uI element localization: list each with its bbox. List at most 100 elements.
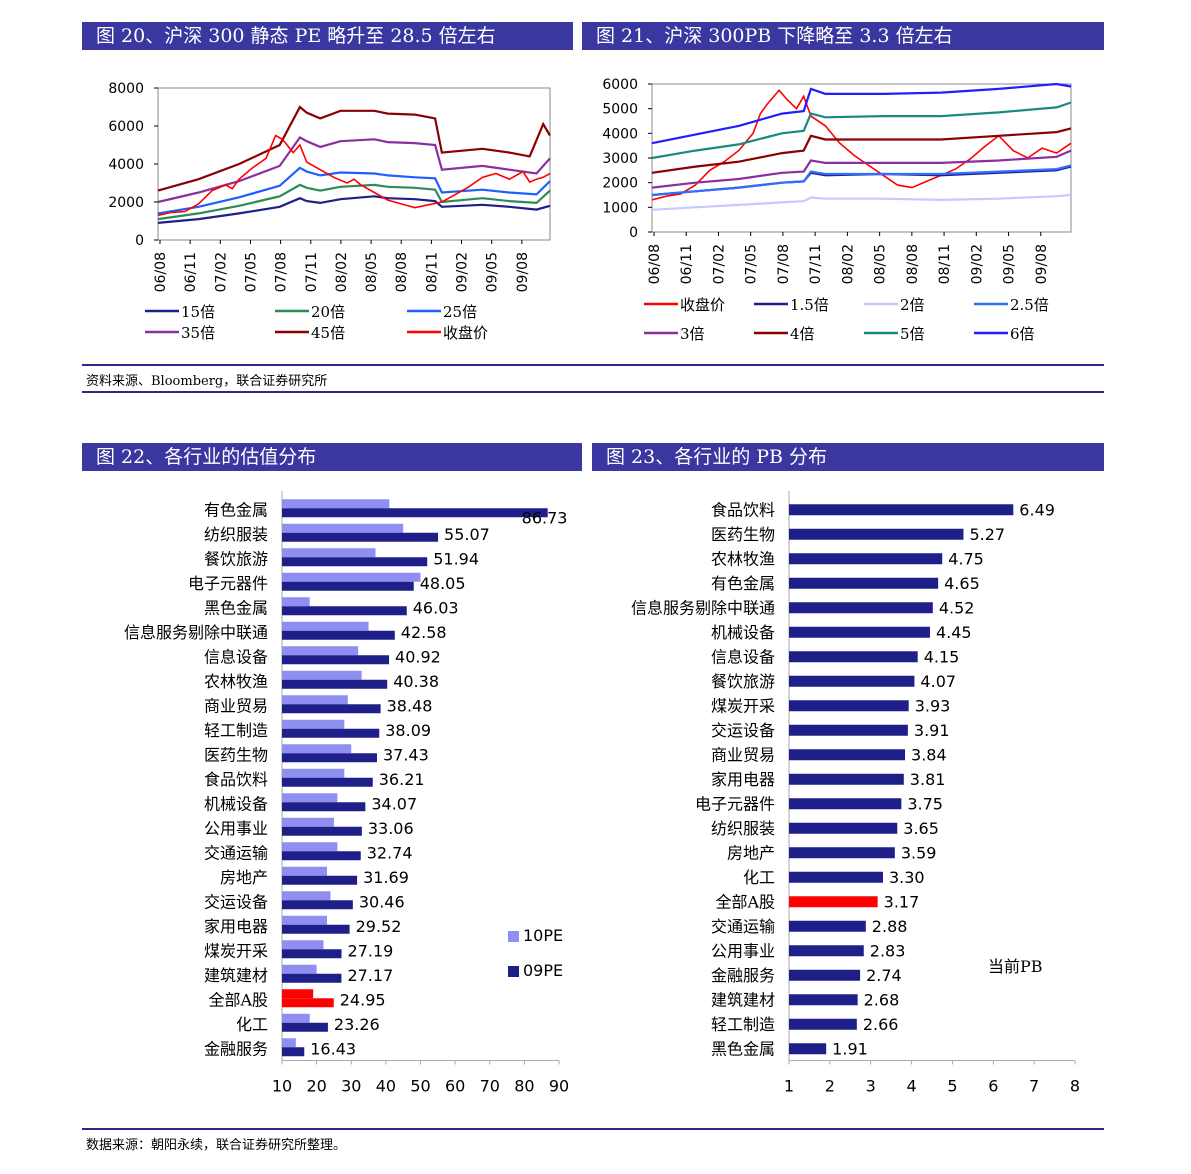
- fig20-xtick-label: 06/11: [183, 252, 199, 292]
- fig22-bar-09pe: [282, 630, 395, 640]
- fig22-bar-10pe: [282, 768, 345, 778]
- fig22-bar-09pe: [282, 949, 342, 959]
- divider-top-2: [82, 391, 1104, 393]
- fig21-xtick-label: 06/08: [647, 244, 663, 284]
- fig23-bar: [789, 724, 908, 736]
- fig23-bar: [789, 773, 904, 785]
- fig20-xtick-label: 08/08: [394, 252, 410, 292]
- fig21-xtick-label: 07/11: [808, 244, 824, 284]
- fig20-ytick-label: 2000: [108, 195, 144, 211]
- fig22-bar-10pe: [282, 719, 345, 729]
- fig20-series-line: [157, 135, 551, 204]
- fig23-category-label: 电子元器件: [695, 794, 775, 813]
- fig22-category-label: 公用事业: [204, 819, 268, 838]
- fig23-xtick-label: 2: [825, 1077, 835, 1096]
- fig20-series-line: [157, 166, 551, 215]
- fig22-bar-10pe: [282, 1013, 310, 1023]
- fig23-xtick-label: 7: [1029, 1077, 1039, 1096]
- fig22-bar-10pe: [282, 646, 359, 656]
- fig20-chart: 0 2000 4000 6000 8000 06/08 06/11 07/02 07/05 07/…: [108, 81, 551, 342]
- fig23-category-label: 纺织服装: [711, 819, 775, 838]
- source-note-1: 资料来源、Bloomberg，联合证券研究所: [86, 374, 328, 389]
- fig20-xtick-label: 09/02: [455, 252, 471, 292]
- fig20-header: 图 20、沪深 300 静态 PE 略升至 28.5 倍左右: [82, 22, 573, 50]
- fig22-category-label: 交运设备: [204, 892, 268, 911]
- fig22-chart: 10 20 30 40 50 60 70 80 90 有色金属 86.73 纺织服装 55.07 餐饮旅游…: [124, 491, 569, 1096]
- fig22-bar-10pe: [282, 572, 421, 582]
- fig20-series-line: [157, 183, 551, 221]
- fig22-bar-09pe: [282, 704, 381, 714]
- fig22-category-label: 家用电器: [204, 917, 268, 936]
- fig22-category-label: 商业贸易: [204, 696, 268, 715]
- fig22-category-label: 金融服务: [204, 1039, 268, 1058]
- fig22-bar-09pe: [282, 1047, 305, 1057]
- fig20-xtick-label: 08/02: [334, 252, 350, 292]
- fig22-bar-09pe: [282, 508, 548, 518]
- fig21-xtick-label: 08/11: [937, 244, 953, 284]
- fig22-category-label: 食品饮料: [204, 770, 268, 789]
- fig22-xtick-label: 90: [549, 1077, 569, 1096]
- fig20-ytick-label: 6000: [108, 119, 144, 135]
- fig23-value-label: 4.52: [939, 598, 975, 617]
- fig22-bar-09pe: [282, 606, 407, 616]
- fig23-value-label: 4.15: [924, 647, 960, 666]
- fig22-bar-10pe: [282, 597, 310, 607]
- fig21-series-line: [651, 88, 1072, 201]
- fig22-bar-10pe: [282, 1038, 296, 1048]
- fig23-bar: [789, 896, 878, 908]
- fig22-category-label: 全部A股: [208, 990, 268, 1009]
- fig21-xtick-label: 08/08: [905, 244, 921, 284]
- fig20-xtick-label: 08/05: [364, 252, 380, 292]
- fig22-value-label: 37.43: [383, 745, 429, 764]
- fig23-value-label: 3.59: [901, 843, 937, 862]
- fig22-bar-09pe: [282, 581, 414, 591]
- fig21-xtick-label: 09/05: [1002, 244, 1018, 284]
- fig23-category-label: 交通运输: [711, 917, 775, 936]
- fig22-value-label: 23.26: [334, 1015, 380, 1034]
- fig22-legend-swatch-10pe: [508, 931, 519, 942]
- fig22-value-label: 32.74: [367, 843, 413, 862]
- fig23-bar: [789, 945, 864, 957]
- fig21-series-line: [651, 82, 1072, 145]
- fig22-xtick-label: 70: [480, 1077, 500, 1096]
- fig21-chart: 0 1000 2000 3000 4000 5000 6000 06/08 06/11 07/02…: [602, 77, 1072, 343]
- fig23-bar: [789, 994, 858, 1006]
- fig22-value-label: 27.19: [348, 941, 394, 960]
- fig23-category-label: 医药生物: [711, 525, 775, 544]
- fig23-category-label: 机械设备: [711, 623, 775, 642]
- fig22-category-label: 机械设备: [204, 794, 268, 813]
- fig20-ytick-label: 8000: [108, 81, 144, 97]
- fig22-value-label: 40.92: [395, 647, 441, 666]
- fig22-xtick-label: 40: [376, 1077, 396, 1096]
- fig23-category-label: 餐饮旅游: [711, 672, 775, 691]
- fig22-category-label: 轻工制造: [204, 721, 268, 740]
- fig22-header: 图 22、各行业的估值分布: [82, 443, 582, 471]
- fig22-value-label: 38.48: [387, 696, 433, 715]
- fig22-bar-09pe: [282, 826, 362, 836]
- fig23-category-label: 房地产: [727, 843, 775, 862]
- fig22-category-label: 医药生物: [204, 745, 268, 764]
- fig20-legend-label: 收盘价: [443, 324, 488, 342]
- fig23-value-label: 3.81: [910, 770, 946, 789]
- fig22-bar-10pe: [282, 915, 328, 925]
- fig21-header: 图 21、沪深 300PB 下降略至 3.3 倍左右: [582, 22, 1104, 50]
- fig22-value-label: 36.21: [379, 770, 425, 789]
- fig23-category-label: 化工: [743, 868, 775, 887]
- fig23-xtick-label: 1: [784, 1077, 794, 1096]
- fig23-category-label: 金融服务: [711, 966, 775, 985]
- fig23-bar: [789, 749, 906, 761]
- fig23-chart: 1 2 3 4 5 6 7 8 食品饮料 6.49 医药生物 5.27 农林牧渔 4.75 有色金属 4.65…: [631, 491, 1080, 1096]
- fig21-series-line: [651, 164, 1072, 197]
- fig23-category-label: 建筑建材: [711, 990, 775, 1009]
- fig22-value-label: 55.07: [444, 525, 490, 544]
- fig21-legend-label: 收盘价: [680, 296, 725, 314]
- fig21-series-line: [651, 149, 1072, 189]
- fig21-legend-label: 1.5倍: [790, 296, 829, 314]
- fig23-value-label: 3.30: [889, 868, 925, 887]
- fig21-xtick-label: 06/11: [679, 244, 695, 284]
- fig22-value-label: 24.95: [340, 990, 386, 1009]
- fig23-bar: [789, 1043, 827, 1055]
- fig22-bar-09pe: [282, 802, 366, 812]
- fig23-value-label: 4.45: [936, 623, 972, 642]
- fig23-value-label: 1.91: [832, 1039, 868, 1058]
